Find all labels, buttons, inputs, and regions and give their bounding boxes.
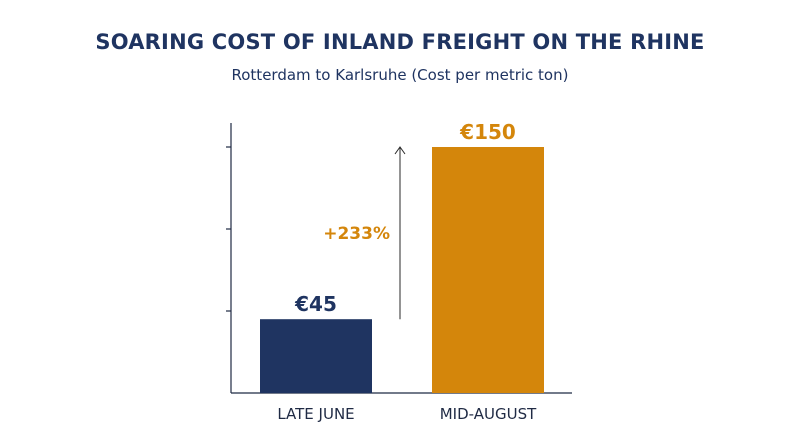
chart-subtitle: Rotterdam to Karlsruhe (Cost per metric … [231, 66, 569, 84]
bar-mid-august [432, 147, 544, 393]
value-label-late-june: €45 [294, 292, 337, 316]
change-arrow-head [394, 146, 406, 155]
chart-title: SOARING COST OF INLAND FREIGHT ON THE RH… [95, 30, 705, 54]
y-axis-ticks [226, 146, 231, 312]
change-annotation: +233% [323, 146, 406, 320]
category-label-late-june: LATE JUNE [277, 405, 354, 423]
percent-change-label: +233% [323, 224, 390, 244]
value-label-mid-august: €150 [459, 120, 516, 144]
bar-late-june [260, 319, 372, 393]
category-label-mid-august: MID-AUGUST [440, 405, 537, 423]
bars-group: €45 LATE JUNE €150 MID-AUGUST [260, 120, 544, 423]
